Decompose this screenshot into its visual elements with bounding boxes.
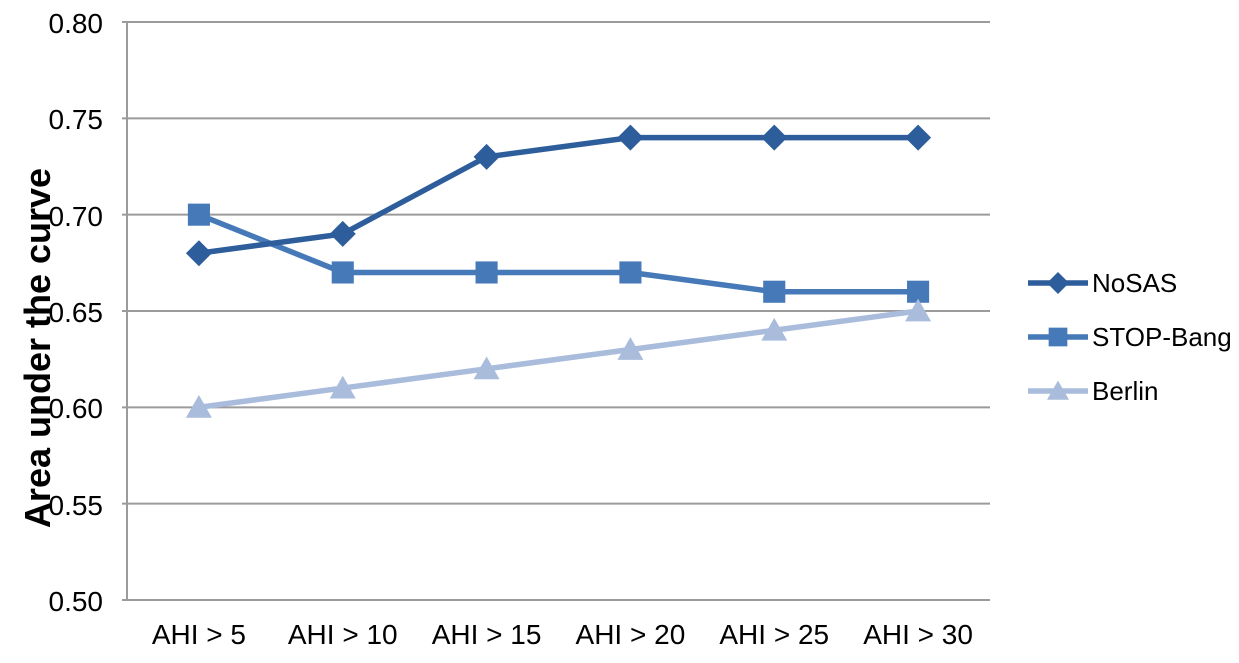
x-tick-label: AHI > 25 — [719, 619, 830, 650]
x-tick-label: AHI > 10 — [287, 619, 398, 650]
series-marker-nosas — [617, 124, 644, 151]
series-line-nosas — [198, 134, 919, 256]
y-tick-label: 0.80 — [48, 8, 104, 39]
y-tick-label: 0.55 — [48, 489, 104, 521]
series-marker-berlin — [185, 394, 212, 418]
series-marker-nosas — [761, 124, 788, 151]
series-marker-stop-bang — [475, 261, 498, 284]
series-marker-stop-bang — [619, 261, 642, 284]
x-tick-label: AHI > 5 — [151, 619, 246, 650]
series-line-berlin — [198, 308, 919, 411]
y-axis-title: Area under the curve — [17, 167, 58, 529]
series-marker-nosas — [329, 220, 356, 247]
square-legend-icon — [1028, 327, 1088, 347]
legend-label: NoSAS — [1092, 267, 1178, 298]
triangle-legend-icon — [1028, 380, 1088, 400]
series-marker-stop-bang — [907, 280, 930, 303]
y-tick-label: 0.65 — [48, 297, 104, 328]
series-line-stop-bang — [197, 212, 919, 295]
legend-item-stop-bang: STOP-Bang — [1024, 319, 1232, 355]
x-tick-label: AHI > 15 — [431, 619, 542, 650]
series-marker-nosas — [905, 124, 932, 151]
series-marker-stop-bang — [187, 203, 210, 226]
series-marker-stop-bang — [331, 261, 354, 284]
diamond-legend-icon — [1028, 272, 1088, 294]
legend-label: Berlin — [1092, 375, 1159, 406]
y-tick-label: 0.60 — [48, 393, 104, 425]
series-marker-berlin — [329, 375, 356, 399]
series-marker-berlin — [905, 298, 932, 322]
legend-item-nosas: NoSAS — [1024, 265, 1177, 301]
series-marker-berlin — [473, 356, 500, 380]
x-tick-label: AHI > 20 — [575, 619, 686, 650]
legend-label: STOP-Bang — [1092, 321, 1232, 352]
x-tick-label: AHI > 30 — [863, 619, 973, 650]
y-tick-label: 0.70 — [48, 200, 104, 232]
series-marker-berlin — [617, 337, 644, 360]
series-marker-nosas — [185, 240, 212, 267]
series-marker-berlin — [761, 317, 788, 341]
y-tick-label: 0.75 — [48, 104, 104, 136]
y-tick-label: 0.50 — [48, 586, 104, 617]
series-marker-nosas — [473, 143, 500, 170]
series-marker-stop-bang — [763, 280, 786, 303]
legend-item-berlin: Berlin — [1024, 373, 1158, 409]
